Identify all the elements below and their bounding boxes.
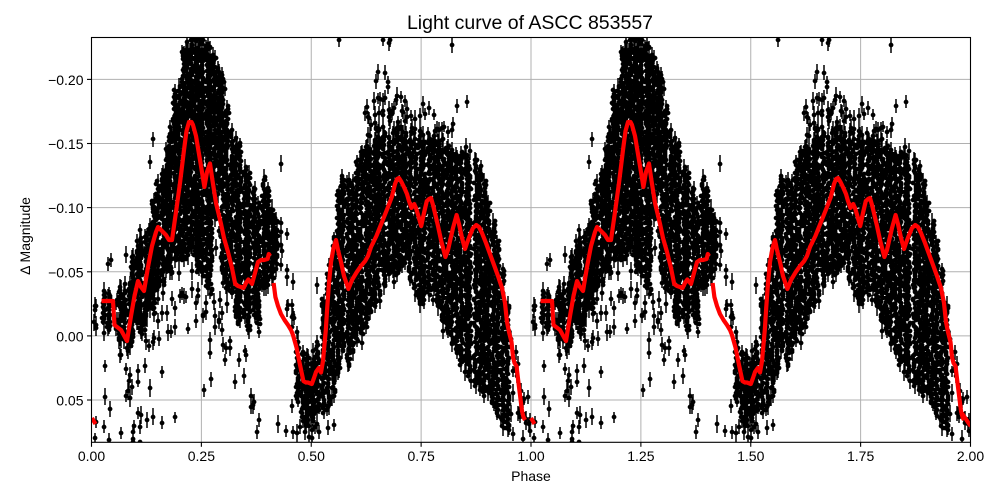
svg-text:1.00: 1.00	[517, 448, 544, 464]
svg-text:0.75: 0.75	[407, 448, 434, 464]
svg-text:0.25: 0.25	[188, 448, 215, 464]
svg-text:Light curve of ASCC 853557: Light curve of ASCC 853557	[407, 12, 653, 34]
svg-text:1.50: 1.50	[737, 448, 764, 464]
svg-text:−0.15: −0.15	[48, 136, 84, 152]
svg-text:Phase: Phase	[511, 468, 551, 484]
svg-text:−0.05: −0.05	[48, 264, 84, 280]
svg-text:2.00: 2.00	[957, 448, 984, 464]
svg-text:1.75: 1.75	[847, 448, 874, 464]
svg-text:0.05: 0.05	[56, 393, 83, 409]
svg-text:0.00: 0.00	[56, 328, 83, 344]
svg-text:1.25: 1.25	[627, 448, 654, 464]
svg-text:Δ Magnitude: Δ Magnitude	[17, 197, 33, 275]
svg-text:−0.10: −0.10	[48, 200, 84, 216]
svg-text:0.50: 0.50	[298, 448, 325, 464]
svg-text:0.00: 0.00	[78, 448, 105, 464]
svg-text:−0.20: −0.20	[48, 72, 84, 88]
